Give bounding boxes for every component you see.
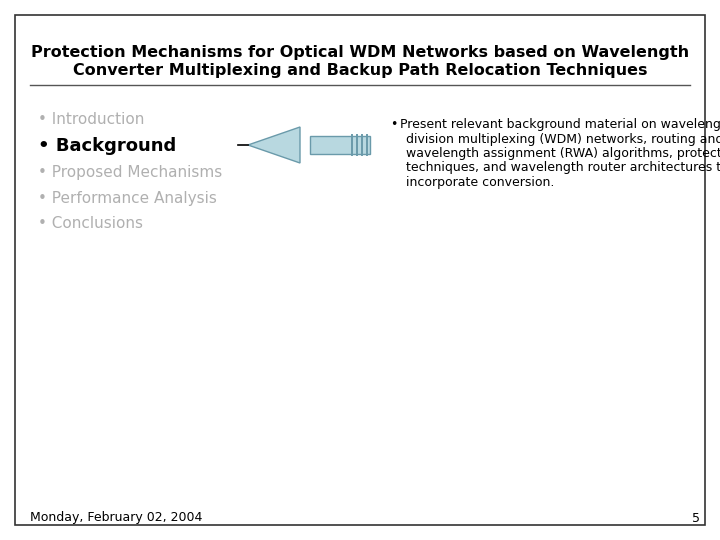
Bar bbox=[310, 136, 370, 154]
Text: • Proposed Mechanisms: • Proposed Mechanisms bbox=[38, 165, 222, 179]
Text: • Background: • Background bbox=[38, 137, 176, 155]
Text: Monday, February 02, 2004: Monday, February 02, 2004 bbox=[30, 511, 202, 524]
Text: Present relevant background material on wavelength: Present relevant background material on … bbox=[400, 118, 720, 131]
Text: 5: 5 bbox=[692, 511, 700, 524]
Text: division multiplexing (WDM) networks, routing and: division multiplexing (WDM) networks, ro… bbox=[406, 132, 720, 145]
Text: • Performance Analysis: • Performance Analysis bbox=[38, 191, 217, 206]
Text: Protection Mechanisms for Optical WDM Networks based on Wavelength: Protection Mechanisms for Optical WDM Ne… bbox=[31, 44, 689, 59]
Text: • Conclusions: • Conclusions bbox=[38, 217, 143, 232]
Text: •: • bbox=[390, 118, 397, 131]
Text: techniques, and wavelength router architectures that: techniques, and wavelength router archit… bbox=[406, 161, 720, 174]
Text: wavelength assignment (RWA) algorithms, protection: wavelength assignment (RWA) algorithms, … bbox=[406, 147, 720, 160]
Text: incorporate conversion.: incorporate conversion. bbox=[406, 176, 554, 189]
Text: • Introduction: • Introduction bbox=[38, 112, 145, 127]
Text: Converter Multiplexing and Backup Path Relocation Techniques: Converter Multiplexing and Backup Path R… bbox=[73, 63, 647, 78]
Polygon shape bbox=[248, 127, 300, 163]
